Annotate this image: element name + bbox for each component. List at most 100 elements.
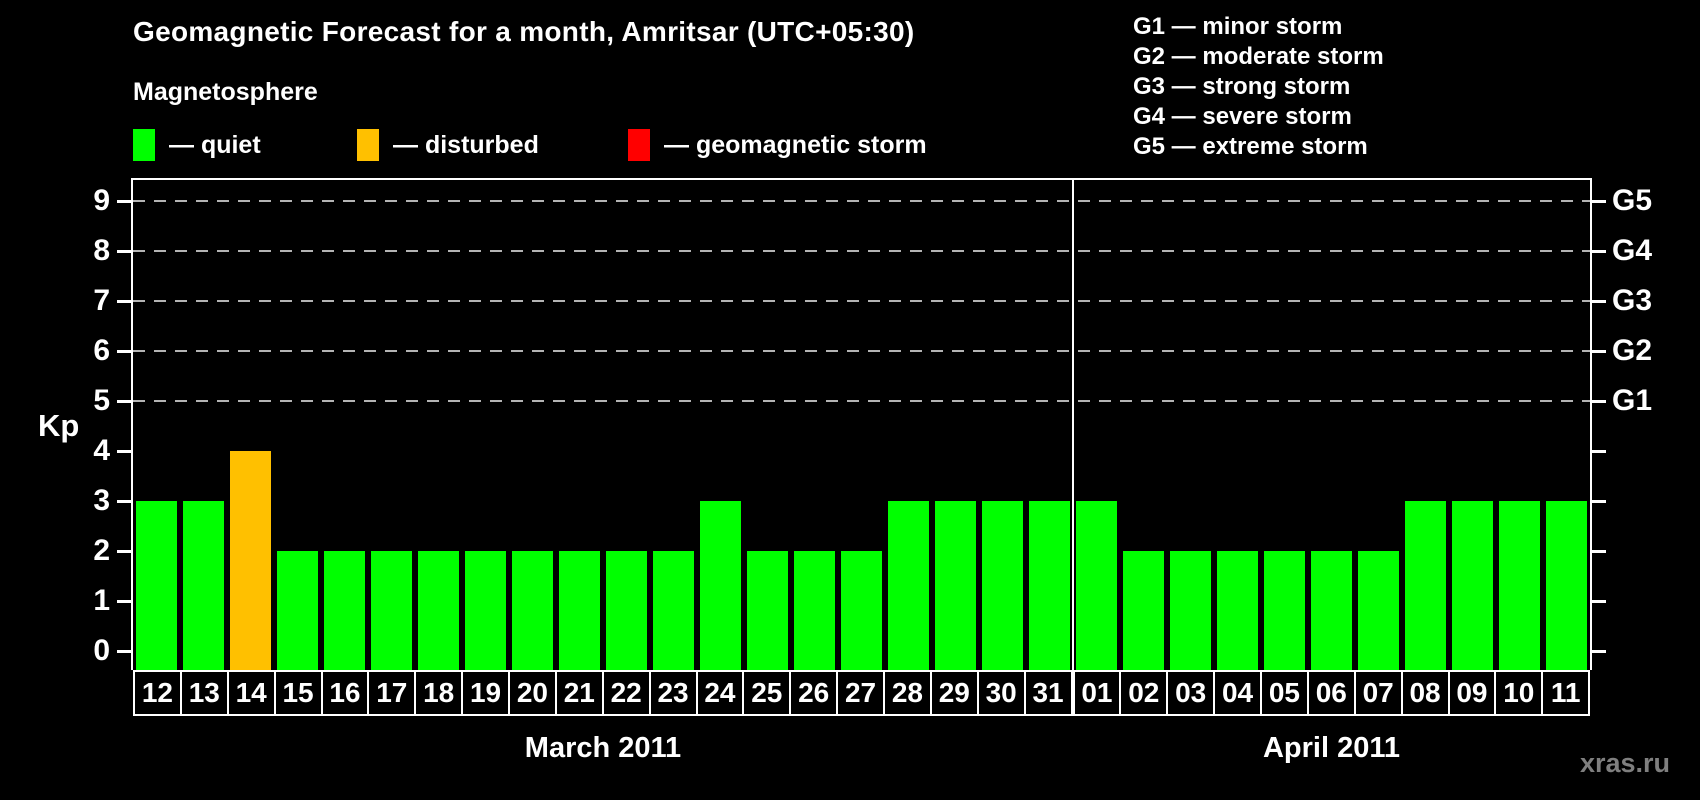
date-cell: 30 bbox=[978, 670, 1026, 716]
date-cell: 10 bbox=[1496, 670, 1544, 716]
y-tick-left bbox=[117, 450, 131, 453]
date-cell: 06 bbox=[1308, 670, 1356, 716]
date-cell: 01 bbox=[1072, 670, 1122, 716]
date-cell: 09 bbox=[1449, 670, 1497, 716]
kp-bar-03 bbox=[1170, 551, 1211, 670]
y-tick-right bbox=[1592, 250, 1606, 253]
date-cell: 13 bbox=[181, 670, 229, 716]
kp-bar-13 bbox=[183, 501, 224, 670]
kp-bar-26 bbox=[794, 551, 835, 670]
y-tick-label: 8 bbox=[93, 234, 110, 267]
y-tick-left bbox=[117, 500, 131, 503]
legend-item-storm: — geomagnetic storm bbox=[628, 128, 927, 162]
kp-bar-27 bbox=[841, 551, 882, 670]
watermark: xras.ru bbox=[1579, 748, 1670, 778]
plot-border-top bbox=[131, 178, 1592, 180]
date-cell: 15 bbox=[275, 670, 323, 716]
y-tick-right bbox=[1592, 400, 1606, 403]
magnetosphere-legend-heading: Magnetosphere bbox=[133, 78, 318, 106]
g-legend-line: G3 — strong storm bbox=[1133, 73, 1351, 100]
date-cell: 21 bbox=[556, 670, 604, 716]
date-cell: 08 bbox=[1402, 670, 1450, 716]
date-cell: 18 bbox=[416, 670, 464, 716]
disturbed-color-swatch bbox=[357, 129, 379, 161]
g-legend-line: G4 — severe storm bbox=[1133, 103, 1352, 130]
kp-bar-09 bbox=[1452, 501, 1493, 670]
y-tick-right bbox=[1592, 450, 1606, 453]
y-tick-left bbox=[117, 350, 131, 353]
right-axis-line bbox=[1590, 178, 1592, 670]
legend-item-label: — quiet bbox=[169, 130, 261, 159]
date-cell: 04 bbox=[1215, 670, 1262, 716]
date-cell: 11 bbox=[1543, 670, 1591, 716]
date-cell: 20 bbox=[510, 670, 557, 716]
kp-bar-07 bbox=[1358, 551, 1399, 670]
kp-bar-28 bbox=[888, 501, 929, 670]
month-label: April 2011 bbox=[1262, 732, 1401, 764]
y-tick-left bbox=[117, 600, 131, 603]
gridline-kp6 bbox=[133, 350, 1590, 352]
date-cell: 17 bbox=[369, 670, 417, 716]
kp-bar-11 bbox=[1546, 501, 1587, 670]
y-tick-label: 2 bbox=[93, 534, 110, 567]
kp-bar-31 bbox=[1029, 501, 1070, 670]
date-cell: 12 bbox=[135, 670, 182, 716]
kp-bar-23 bbox=[653, 551, 694, 670]
date-cell: 02 bbox=[1121, 670, 1169, 716]
kp-bar-21 bbox=[559, 551, 600, 670]
g-legend-line: G5 — extreme storm bbox=[1133, 133, 1368, 160]
kp-bar-02 bbox=[1123, 551, 1164, 670]
y-axis-line bbox=[131, 178, 133, 670]
date-cell: 28 bbox=[885, 670, 932, 716]
page-title: Geomagnetic Forecast for a month, Amrits… bbox=[133, 16, 915, 47]
date-axis: 12 13 14 15 16 17 18 19 20 21 22 23 24 25 26 27 28 29 30 31… bbox=[133, 670, 1591, 716]
date-cell: 26 bbox=[791, 670, 839, 716]
y-tick-right bbox=[1592, 600, 1606, 603]
y-tick-label: 5 bbox=[93, 384, 110, 417]
date-cell: 14 bbox=[228, 670, 276, 716]
gridline-kp9 bbox=[133, 200, 1590, 202]
date-cell: 19 bbox=[463, 670, 510, 716]
y-tick-label: 4 bbox=[93, 434, 110, 467]
kp-bar-05 bbox=[1264, 551, 1305, 670]
y-tick-left bbox=[117, 400, 131, 403]
y-tick-right bbox=[1592, 200, 1606, 203]
g-legend-line: G1 — minor storm bbox=[1133, 13, 1343, 40]
kp-bar-17 bbox=[371, 551, 412, 670]
y-tick-left bbox=[117, 200, 131, 203]
g-axis-label-G2: G2 bbox=[1612, 334, 1653, 367]
kp-bar-29 bbox=[935, 501, 976, 670]
kp-bar-19 bbox=[465, 551, 506, 670]
kp-bar-01 bbox=[1076, 501, 1117, 670]
month-label: March 2011 bbox=[524, 732, 682, 764]
y-tick-label: 1 bbox=[93, 584, 110, 617]
date-cell: 16 bbox=[322, 670, 370, 716]
legend-item-disturbed: — disturbed bbox=[357, 128, 539, 162]
y-tick-label: 9 bbox=[93, 184, 110, 217]
kp-bar-20 bbox=[512, 551, 553, 670]
y-tick-right bbox=[1592, 550, 1606, 553]
g-scale-legend: G1 — minor storm G2 — moderate storm G3 — … bbox=[1133, 12, 1384, 162]
date-cell: 29 bbox=[931, 670, 979, 716]
date-cell: 23 bbox=[650, 670, 698, 716]
y-tick-right bbox=[1592, 350, 1606, 353]
date-cell: 31 bbox=[1025, 670, 1073, 716]
date-cell: 05 bbox=[1262, 670, 1309, 716]
quiet-color-swatch bbox=[133, 129, 155, 161]
date-cell: 24 bbox=[697, 670, 745, 716]
gridline-kp8 bbox=[133, 250, 1590, 252]
g-axis-label-G5: G5 bbox=[1612, 184, 1653, 217]
g-axis-label-G1: G1 bbox=[1612, 384, 1653, 417]
kp-bar-25 bbox=[747, 551, 788, 670]
date-cell: 27 bbox=[838, 670, 885, 716]
g-legend-line: G2 — moderate storm bbox=[1133, 43, 1384, 70]
legend-item-label: — geomagnetic storm bbox=[664, 130, 927, 159]
kp-bar-15 bbox=[277, 551, 318, 670]
y-tick-left bbox=[117, 550, 131, 553]
kp-bar-18 bbox=[418, 551, 459, 670]
kp-bar-16 bbox=[324, 551, 365, 670]
y-tick-label: 7 bbox=[93, 284, 110, 317]
date-cell: 03 bbox=[1168, 670, 1216, 716]
month-separator-line bbox=[1072, 180, 1074, 670]
